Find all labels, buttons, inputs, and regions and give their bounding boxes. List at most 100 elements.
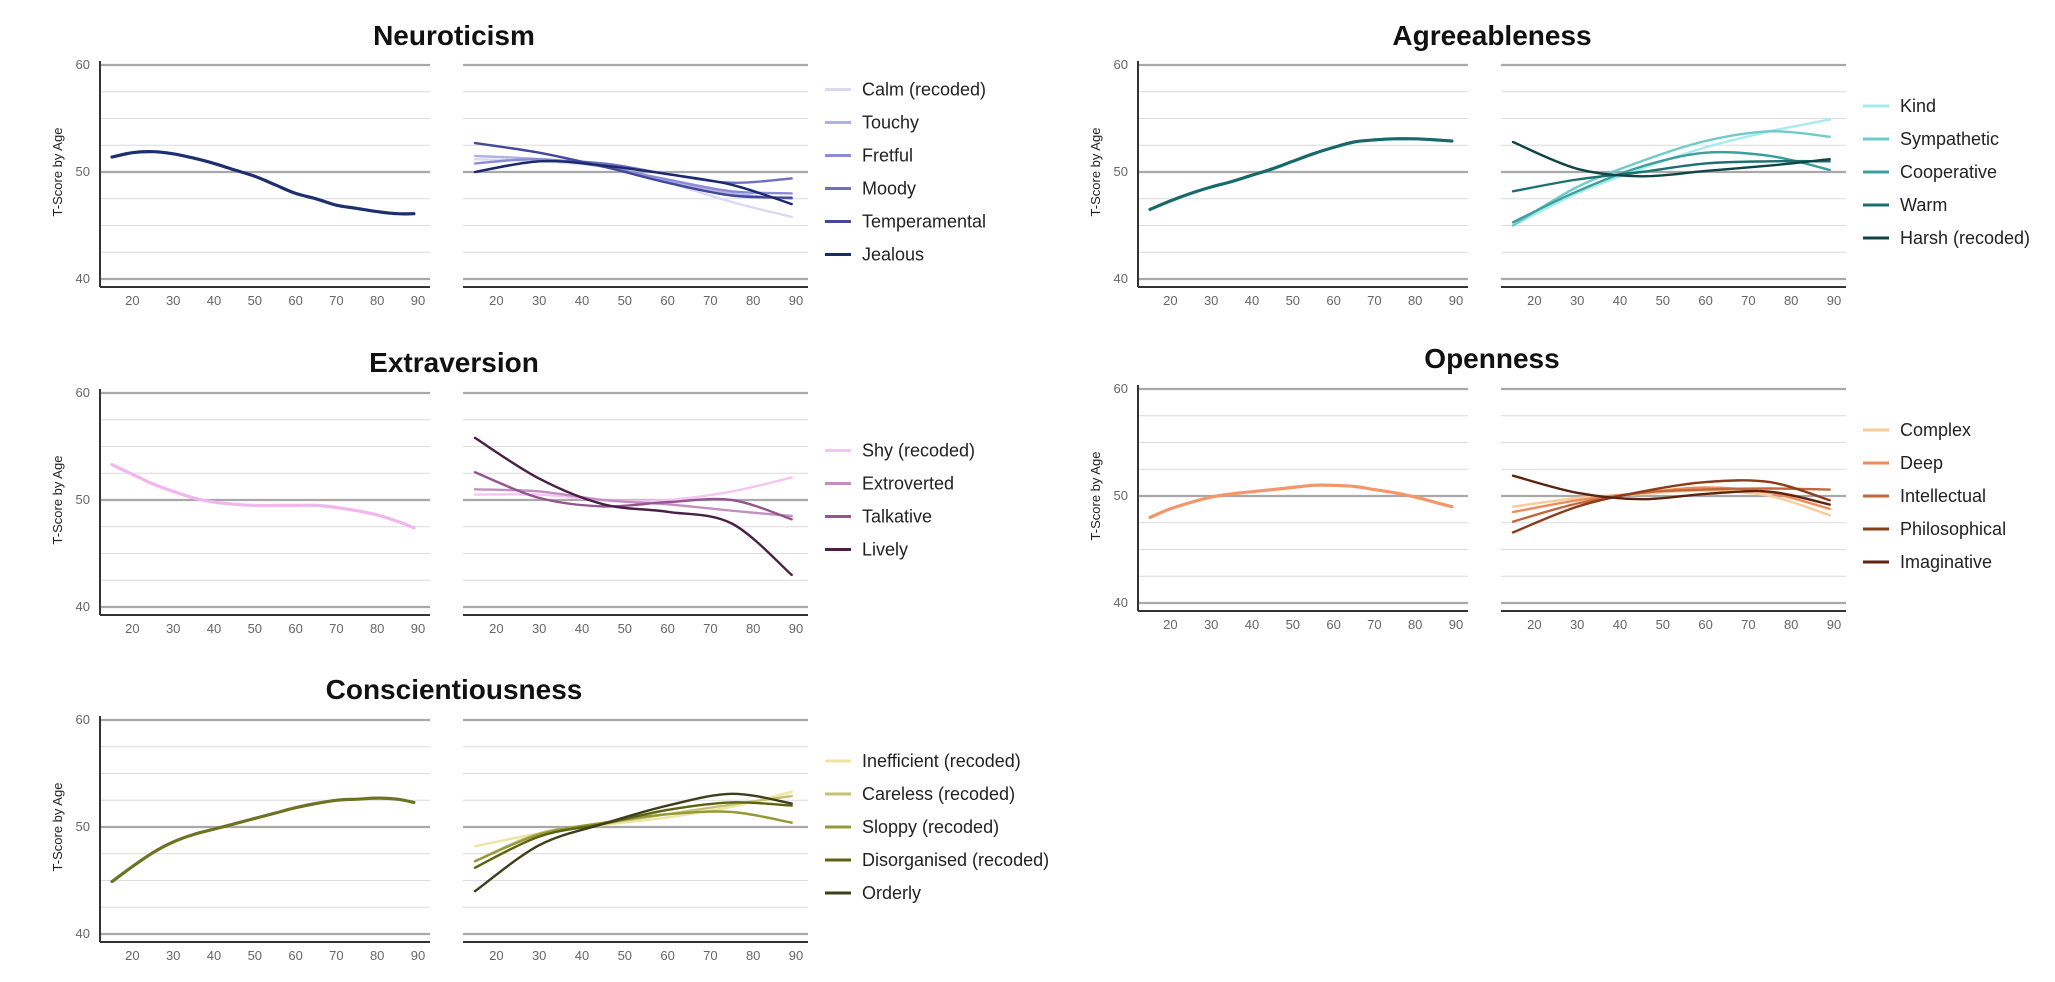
x-tick-label: 30 [166,621,180,636]
x-tick-label: 40 [207,621,221,636]
gridlines-right [463,391,808,609]
x-tick-label: 70 [703,293,717,308]
legend-label: Imaginative [1900,552,1992,572]
x-tick-label: 20 [125,948,139,963]
y-tick-label: 60 [76,57,90,72]
x-tick-label: 40 [1613,293,1627,308]
legend-label: Sympathetic [1900,129,1999,149]
x-tick-label: 40 [575,293,589,308]
x-tick-label: 70 [1741,293,1755,308]
chart-title: Extraversion [369,347,539,378]
legend-label: Lively [862,540,908,560]
legend-label: Talkative [862,507,932,527]
x-tick-label: 50 [248,948,262,963]
x-tick-label: 50 [618,948,632,963]
x-tick-label: 60 [1698,617,1712,632]
x-tick-label: 40 [207,948,221,963]
x-tick-label: 90 [1827,617,1841,632]
legend-label: Disorganised (recoded) [862,850,1049,870]
legend: Inefficient (recoded) Careless (recoded) S… [825,751,1049,903]
x-tick-label: 20 [1163,293,1177,308]
x-tick-label: 40 [1613,617,1627,632]
composite-line [1148,483,1454,519]
x-tick-label: 60 [660,621,674,636]
series-line-careless-recoded [473,794,793,863]
x-tick-label: 50 [248,621,262,636]
gridlines-left [1138,387,1468,605]
y-tick-label: 50 [1114,488,1128,503]
y-tick-label: 40 [1114,595,1128,610]
y-axis-label: T-Score by Age [50,456,65,545]
y-tick-label: 40 [76,599,90,614]
x-tick-label: 20 [489,621,503,636]
x-tick-label: 20 [489,293,503,308]
x-tick-label: 20 [1163,617,1177,632]
x-tick-label: 40 [575,948,589,963]
x-tick-label: 60 [1698,293,1712,308]
x-tick-label: 30 [532,948,546,963]
series-line-lively [473,436,793,577]
x-tick-label: 90 [789,293,803,308]
legend-label: Fretful [862,146,913,166]
x-tick-label: 40 [1245,617,1259,632]
x-tick-label: 60 [660,948,674,963]
x-tick-label: 30 [1204,293,1218,308]
x-tick-label: 60 [288,948,302,963]
series-line-shy-recoded [473,476,793,503]
series-line-cooperative [1511,150,1831,224]
x-tick-label: 90 [411,948,425,963]
series-line-extroverted [473,488,793,518]
y-axis-label: T-Score by Age [1088,128,1103,217]
x-tick-label: 50 [1656,293,1670,308]
x-tick-label: 20 [125,621,139,636]
legend-label: Sloppy (recoded) [862,817,999,837]
series-line-orderly [473,792,793,893]
legend-label: Jealous [862,245,924,265]
legend: Shy (recoded) Extroverted Talkative Lively [825,441,975,560]
y-tick-label: 60 [1114,57,1128,72]
x-tick-label: 70 [329,948,343,963]
series-line-temperamental [473,141,793,199]
x-tick-label: 30 [532,293,546,308]
legend-label: Harsh (recoded) [1900,228,2030,248]
chart-title: Neuroticism [373,20,535,51]
chart-neuroticism: Neuroticism T-Score by Age 40 50 60 20 20 30 30 4… [50,20,986,308]
x-tick-label: 80 [746,293,760,308]
legend-label: Temperamental [862,212,986,232]
x-tick-label: 90 [789,948,803,963]
legend-label: Extroverted [862,474,954,494]
legend-label: Kind [1900,96,1936,116]
x-tick-label: 80 [1784,293,1798,308]
y-tick-label: 60 [76,385,90,400]
y-tick-label: 50 [76,819,90,834]
chart-title: Agreeableness [1392,20,1591,51]
chart-title: Openness [1424,343,1559,374]
x-tick-label: 40 [207,293,221,308]
legend: Kind Sympathetic Cooperative Warm Harsh (rec… [1863,96,2030,248]
legend-label: Philosophical [1900,519,2006,539]
legend-label: Deep [1900,453,1943,473]
y-axis-label: T-Score by Age [50,128,65,217]
x-tick-label: 90 [411,621,425,636]
x-tick-label: 40 [1245,293,1259,308]
x-tick-label: 80 [370,621,384,636]
composite-line [110,463,416,530]
y-tick-label: 40 [1114,271,1128,286]
x-tick-label: 50 [618,293,632,308]
series-line-imaginative [1511,474,1831,506]
gridlines-right [1501,63,1846,281]
series-line-fretful [473,157,793,195]
legend-label: Complex [1900,420,1971,440]
x-tick-label: 90 [411,293,425,308]
composite-line [110,150,416,216]
y-axis-label: T-Score by Age [50,783,65,872]
gridlines-left [100,391,430,609]
gridlines-left [1138,63,1468,281]
x-tick-label: 20 [125,293,139,308]
x-tick-label: 30 [1204,617,1218,632]
chart-openness: Openness T-Score by Age 40 50 60 20 20 30 30 40 40… [1088,343,2006,632]
x-tick-label: 80 [370,293,384,308]
x-tick-label: 30 [166,948,180,963]
x-tick-label: 80 [1784,617,1798,632]
